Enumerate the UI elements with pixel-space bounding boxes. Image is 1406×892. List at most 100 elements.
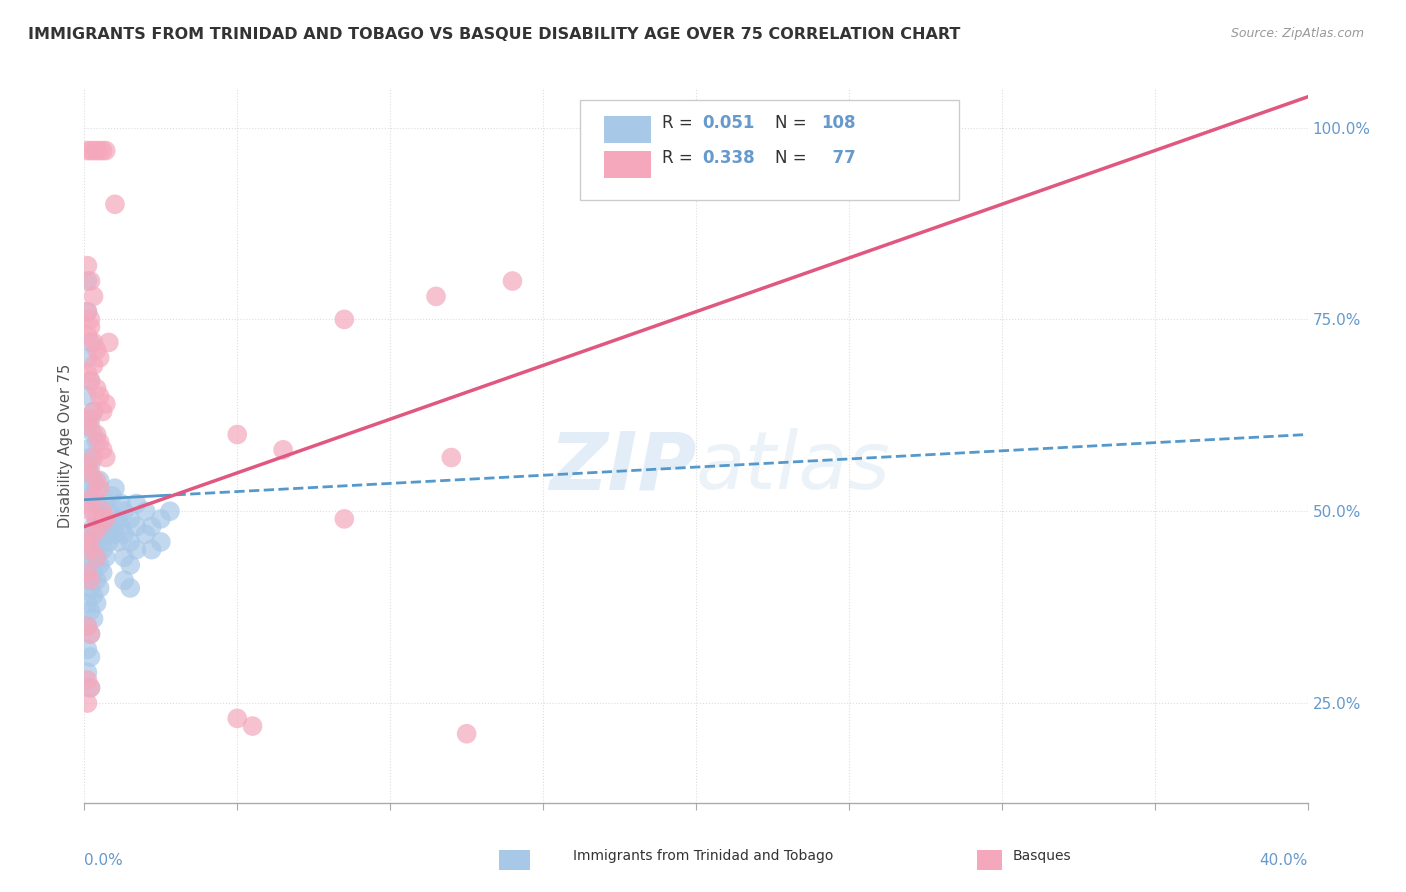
Point: [86, 343, 108, 357]
Point: [502, 274, 524, 288]
Point: [104, 481, 127, 495]
Point: [91, 519, 114, 533]
Point: [86, 497, 108, 511]
Point: [79, 542, 101, 557]
Point: [86, 596, 108, 610]
Point: [79, 450, 101, 465]
Point: [242, 719, 264, 733]
Point: [76, 144, 98, 158]
Point: [86, 481, 108, 495]
Text: 0.338: 0.338: [702, 150, 755, 168]
Text: Basques: Basques: [1012, 849, 1071, 863]
Point: [97, 504, 120, 518]
Point: [83, 542, 105, 557]
Point: [101, 489, 124, 503]
Point: [91, 542, 114, 557]
Point: [79, 627, 101, 641]
Point: [89, 435, 111, 450]
Text: 108: 108: [821, 114, 855, 132]
Text: 77: 77: [821, 150, 855, 168]
Point: [83, 427, 105, 442]
Point: [440, 450, 463, 465]
Point: [76, 419, 98, 434]
Point: [79, 504, 101, 518]
Point: [110, 519, 132, 533]
Text: atlas: atlas: [696, 428, 891, 507]
Point: [94, 144, 117, 158]
Point: [94, 397, 117, 411]
Point: [94, 497, 117, 511]
Point: [101, 519, 124, 533]
Point: [83, 566, 105, 580]
Text: R =: R =: [662, 114, 697, 132]
Point: [83, 404, 105, 418]
Point: [333, 312, 356, 326]
Y-axis label: Disability Age Over 75: Disability Age Over 75: [58, 364, 73, 528]
FancyBboxPatch shape: [579, 100, 959, 200]
Point: [86, 474, 108, 488]
Point: [76, 489, 98, 503]
Point: [83, 489, 105, 503]
Point: [107, 535, 129, 549]
Point: [271, 442, 294, 457]
Point: [91, 512, 114, 526]
Point: [76, 596, 98, 610]
Point: [86, 381, 108, 395]
Point: [83, 144, 105, 158]
Point: [83, 450, 105, 465]
Point: [135, 504, 157, 518]
Point: [79, 681, 101, 695]
Point: [83, 519, 105, 533]
Text: IMMIGRANTS FROM TRINIDAD AND TOBAGO VS BASQUE DISABILITY AGE OVER 75 CORRELATION: IMMIGRANTS FROM TRINIDAD AND TOBAGO VS B…: [28, 27, 960, 42]
Point: [76, 619, 98, 633]
Point: [104, 527, 127, 541]
Point: [159, 504, 181, 518]
Point: [76, 304, 98, 318]
Point: [76, 458, 98, 473]
Point: [97, 335, 120, 350]
Point: [79, 574, 101, 588]
Point: [425, 289, 447, 303]
Point: [79, 604, 101, 618]
Point: [97, 535, 120, 549]
Point: [125, 497, 148, 511]
Point: [76, 642, 98, 657]
Text: Immigrants from Trinidad and Tobago: Immigrants from Trinidad and Tobago: [572, 849, 834, 863]
Point: [89, 481, 111, 495]
Point: [76, 673, 98, 687]
Point: [91, 144, 114, 158]
Point: [79, 374, 101, 388]
Point: [76, 696, 98, 710]
Point: [79, 274, 101, 288]
Point: [76, 366, 98, 380]
Point: [89, 519, 111, 533]
Point: [86, 435, 108, 450]
Point: [86, 574, 108, 588]
Point: [112, 574, 135, 588]
Point: [135, 527, 157, 541]
Point: [226, 427, 249, 442]
Point: [83, 504, 105, 518]
Point: [79, 535, 101, 549]
Point: [120, 512, 142, 526]
Point: [125, 519, 148, 533]
Point: [110, 497, 132, 511]
Text: 0.0%: 0.0%: [84, 853, 124, 868]
Point: [91, 404, 114, 418]
Point: [79, 558, 101, 572]
Text: R =: R =: [662, 150, 697, 168]
Point: [89, 351, 111, 365]
Point: [79, 627, 101, 641]
Point: [83, 612, 105, 626]
Point: [86, 427, 108, 442]
Point: [79, 481, 101, 495]
Point: [112, 527, 135, 541]
Point: [83, 527, 105, 541]
Point: [91, 566, 114, 580]
Point: [104, 197, 127, 211]
Point: [141, 542, 163, 557]
Point: [94, 450, 117, 465]
Point: [83, 474, 105, 488]
Point: [79, 320, 101, 334]
Point: [120, 558, 142, 572]
